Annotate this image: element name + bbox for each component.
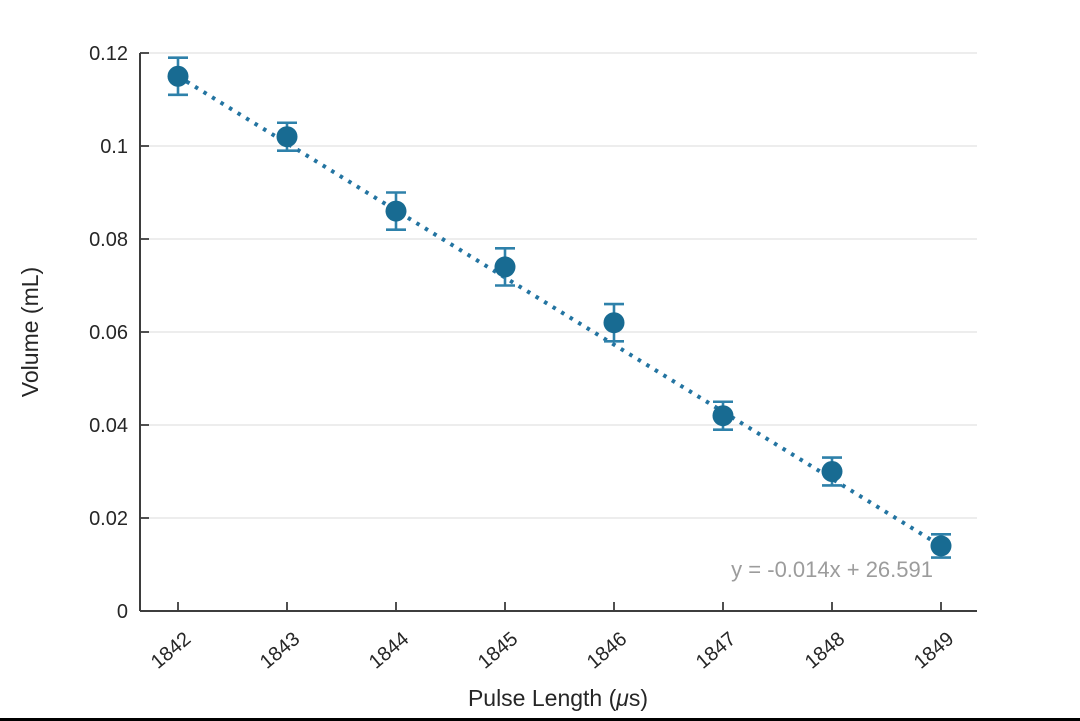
x-tick-label: 1849 — [910, 628, 958, 673]
x-tick-label: 1848 — [801, 628, 849, 673]
y-tick-label: 0.08 — [89, 229, 128, 251]
x-tick-label: 1847 — [692, 628, 740, 673]
data-point-marker — [712, 405, 734, 427]
data-point-marker — [494, 256, 516, 278]
y-tick-label: 0.1 — [100, 136, 128, 158]
data-point-marker — [385, 200, 407, 222]
y-tick-label: 0.06 — [89, 322, 128, 344]
y-tick-label: 0.12 — [89, 43, 128, 65]
x-tick-label: 1846 — [583, 628, 631, 673]
x-tick-label: 1845 — [474, 628, 522, 673]
data-point-marker — [821, 461, 843, 482]
y-tick-label: 0.04 — [89, 415, 128, 437]
data-point-marker — [930, 535, 952, 557]
x-tick-label: 1844 — [365, 628, 413, 673]
data-point-marker — [167, 65, 189, 87]
data-point-marker — [603, 312, 625, 334]
y-tick-label: 0 — [117, 601, 128, 623]
x-tick-label: 1842 — [147, 628, 195, 673]
bottom-border-bar — [0, 718, 1080, 721]
x-axis-label: Pulse Length (μs) — [468, 685, 648, 711]
y-tick-label: 0.02 — [89, 508, 128, 530]
x-tick-label: 1843 — [256, 628, 304, 673]
y-axis-label: Volume (mL) — [17, 267, 43, 397]
data-point-marker — [276, 126, 298, 148]
fit-equation-label: y = -0.014x + 26.591 — [731, 557, 933, 582]
